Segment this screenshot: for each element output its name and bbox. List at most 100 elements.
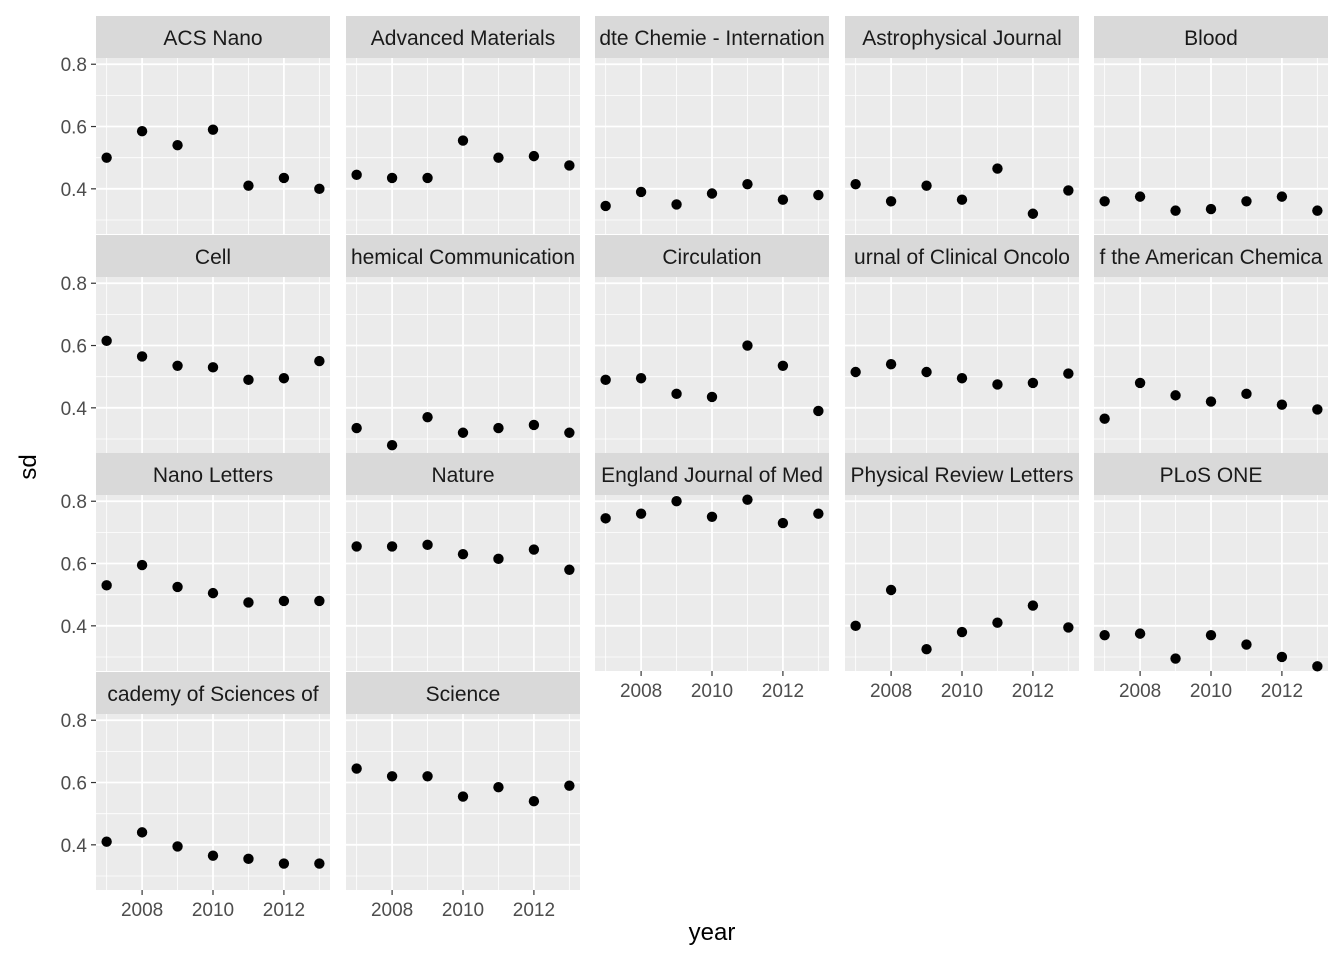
facet-strip-label: hemical Communication <box>351 246 575 269</box>
data-point <box>278 858 290 869</box>
data-point <box>493 553 504 565</box>
data-point <box>278 595 290 607</box>
data-point <box>351 763 362 774</box>
facet-strip <box>845 235 1079 277</box>
facet-strip-label: Physical Review Letters <box>851 464 1074 487</box>
data-point <box>422 771 433 782</box>
y-tick-label: 0.6 <box>61 555 87 576</box>
y-tick-label: 0.8 <box>61 492 87 513</box>
panel-grid <box>96 714 330 890</box>
data-point <box>278 172 290 184</box>
panel-grid <box>845 495 1079 671</box>
data-point <box>1170 653 1181 664</box>
data-point <box>136 351 148 362</box>
data-point <box>635 186 647 198</box>
data-point <box>600 374 611 385</box>
x-tick-label: 2008 <box>620 681 662 702</box>
data-point <box>921 180 932 191</box>
facet-strip-label: Circulation <box>662 246 761 269</box>
facet-strip <box>595 235 829 277</box>
facet-strip <box>346 453 580 495</box>
facet-panel: dte Chemie - Internation <box>595 16 829 234</box>
panel-grid <box>96 277 330 453</box>
data-point <box>101 152 112 163</box>
data-point <box>1241 196 1252 207</box>
data-point <box>1205 203 1217 215</box>
data-point <box>1312 205 1323 216</box>
facet-panel: f the American Chemica <box>1094 235 1328 453</box>
facet-strip <box>1094 16 1328 58</box>
data-point <box>992 163 1003 174</box>
data-point <box>600 513 611 524</box>
data-point <box>243 853 254 865</box>
data-point <box>207 587 219 599</box>
data-point <box>207 124 219 135</box>
facet-panel: Circulation <box>595 235 829 453</box>
panel-grid <box>96 58 330 234</box>
facet-panel: urnal of Clinical Oncolo <box>845 235 1079 453</box>
data-point <box>528 544 540 555</box>
facet-strip-label: Advanced Materials <box>371 27 555 50</box>
panel-grid <box>96 495 330 671</box>
facet-strip-label: Science <box>426 683 501 706</box>
x-tick-label: 2010 <box>941 681 983 702</box>
x-tick-label: 2008 <box>870 681 912 702</box>
x-tick-label: 2012 <box>513 900 555 921</box>
data-point <box>1170 205 1181 216</box>
data-point <box>386 541 398 552</box>
data-point <box>850 620 861 632</box>
data-point <box>243 374 254 385</box>
data-point <box>1276 651 1288 663</box>
data-point <box>813 405 824 417</box>
data-point <box>742 178 753 190</box>
facet-strip-label: Nature <box>431 464 494 487</box>
facet-panel: Nature <box>346 453 580 671</box>
data-point <box>101 580 112 591</box>
data-point <box>351 541 362 552</box>
data-point <box>386 440 398 451</box>
data-point <box>813 189 824 201</box>
data-point <box>207 362 219 373</box>
data-point <box>1063 622 1074 633</box>
x-tick-label: 2012 <box>1012 681 1054 702</box>
data-point <box>528 796 540 807</box>
data-point <box>813 508 824 519</box>
data-point <box>671 388 682 400</box>
data-point <box>493 152 504 163</box>
data-point <box>564 160 575 171</box>
facet-strip <box>845 453 1079 495</box>
facet-strip <box>346 672 580 714</box>
data-point <box>101 335 112 347</box>
data-point <box>493 782 504 793</box>
data-point <box>457 135 469 146</box>
data-point <box>564 564 575 575</box>
data-point <box>777 360 789 371</box>
data-point <box>1027 377 1039 389</box>
data-point <box>1241 639 1252 650</box>
y-tick-label: 0.6 <box>61 337 87 358</box>
panel-grid <box>1094 58 1328 234</box>
facet-panel: hemical Communication <box>346 235 580 453</box>
data-point <box>777 517 789 529</box>
facet-strip <box>346 235 580 277</box>
facet-panel: Physical Review Letters 2008 2010 2012 <box>845 453 1079 702</box>
facet-strip-label: Cell <box>195 246 231 269</box>
y-tick-label: 0.8 <box>61 711 87 732</box>
y-tick-label: 0.4 <box>61 836 88 857</box>
data-point <box>493 422 504 434</box>
data-point <box>992 617 1003 628</box>
data-point <box>921 643 932 655</box>
x-tick-label: 2010 <box>1190 681 1232 702</box>
data-point <box>1241 388 1252 400</box>
panel-grid <box>595 277 829 453</box>
facet-strip <box>96 16 330 58</box>
data-point <box>885 359 897 370</box>
facet-panel: ACS Nano 0.4 0.6 0.8 <box>61 16 330 234</box>
data-point <box>136 827 148 838</box>
x-tick-label: 2012 <box>263 900 305 921</box>
data-point <box>386 771 398 782</box>
data-point <box>314 183 325 195</box>
facet-strip <box>96 453 330 495</box>
data-point <box>635 508 647 519</box>
facet-strip <box>595 453 829 495</box>
